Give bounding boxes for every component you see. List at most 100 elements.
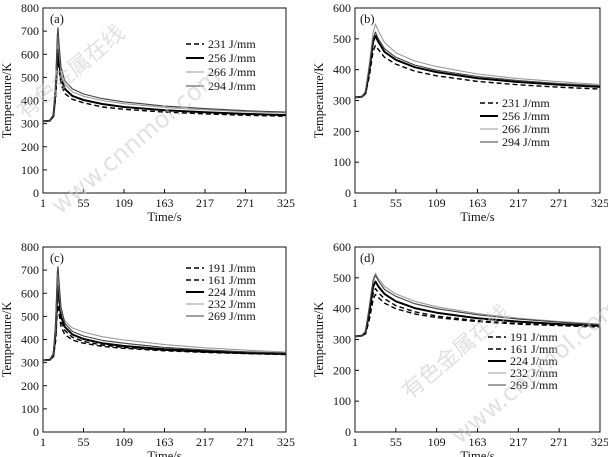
series-line-294-j-mm	[42, 27, 287, 122]
x-tick-label: 1	[40, 196, 46, 210]
y-tick-label: 100	[333, 394, 351, 408]
y-axis-label: Temperature/K	[312, 302, 326, 377]
y-tick-label: 400	[21, 94, 39, 108]
series-line-294-j-mm	[354, 31, 601, 98]
legend-entry: 232 J/mm	[208, 297, 256, 311]
y-tick-label: 200	[333, 124, 351, 138]
chart-panel-c: 0 100 200 300 400 500 600 700 800 1 55 109 163 217 271…	[0, 240, 295, 457]
legend-entry: 231 J/mm	[502, 96, 550, 110]
series-line-231-j-mm	[354, 44, 601, 99]
x-tick-label: 109	[428, 435, 446, 449]
x-tick-label: 109	[115, 196, 133, 210]
legend-entry: 191 J/mm	[208, 261, 256, 275]
y-tick-label: 400	[21, 333, 39, 347]
x-tick-label: 163	[469, 435, 487, 449]
x-axis-label: Time/s	[147, 210, 181, 224]
legend-entry: 269 J/mm	[208, 309, 256, 323]
series-line-256-j-mm	[354, 34, 601, 99]
x-axis-label: Time/s	[460, 210, 494, 224]
legend-entry: 256 J/mm	[208, 51, 256, 65]
x-tick-label: 163	[469, 196, 487, 210]
y-tick-label: 100	[21, 163, 39, 177]
y-tick-label: 500	[21, 309, 39, 323]
watermark-text: www.cnnmol.com	[446, 292, 608, 449]
legend-entry: 269 J/mm	[510, 378, 558, 392]
x-tick-label: 163	[156, 435, 174, 449]
y-tick-label: 200	[21, 140, 39, 154]
series-line-269-j-mm	[42, 266, 287, 361]
y-axis-label: Temperature/K	[0, 302, 14, 377]
y-tick-label: 500	[333, 271, 351, 285]
series-line-161-j-mm	[42, 304, 287, 361]
x-axis-label: Time/s	[147, 449, 181, 457]
chart-panel-d: 0 100 200 300 400 500 600 1 55 109 163 217 271 325 Tim…	[312, 240, 608, 457]
y-tick-label: 0	[33, 425, 39, 439]
legend-entry: 231 J/mm	[208, 37, 256, 51]
x-tick-label: 217	[196, 435, 214, 449]
y-tick-label: 300	[333, 94, 351, 108]
legend-entry: 224 J/mm	[208, 285, 256, 299]
plot-frame	[354, 7, 601, 194]
legend-entry: 294 J/mm	[502, 135, 550, 149]
legend-entry: 232 J/mm	[510, 366, 558, 380]
y-tick-label: 800	[21, 1, 39, 15]
y-tick-label: 400	[333, 302, 351, 316]
x-tick-label: 325	[277, 196, 295, 210]
x-tick-label: 55	[390, 196, 402, 210]
x-tick-label: 1	[352, 196, 358, 210]
y-tick-label: 300	[21, 117, 39, 131]
y-axis-label: Temperature/K	[0, 63, 14, 138]
x-tick-label: 271	[550, 196, 568, 210]
x-tick-label: 109	[428, 196, 446, 210]
panel-label: (d)	[360, 251, 375, 265]
legend-entry: 161 J/mm	[208, 273, 256, 287]
x-tick-label: 55	[390, 435, 402, 449]
x-axis-label: Time/s	[460, 449, 494, 457]
panel-label: (c)	[50, 251, 64, 265]
y-tick-label: 100	[333, 155, 351, 169]
y-tick-label: 400	[333, 63, 351, 77]
legend-entry: 294 J/mm	[208, 79, 256, 93]
x-tick-label: 217	[509, 435, 527, 449]
x-tick-label: 325	[277, 435, 295, 449]
y-tick-label: 0	[345, 186, 351, 200]
y-tick-label: 600	[333, 1, 351, 15]
x-tick-label: 217	[196, 196, 214, 210]
y-tick-label: 200	[21, 379, 39, 393]
x-tick-label: 163	[156, 196, 174, 210]
series-line-269-j-mm	[354, 274, 601, 337]
y-tick-label: 300	[333, 333, 351, 347]
x-tick-label: 271	[237, 196, 255, 210]
x-tick-label: 1	[40, 435, 46, 449]
panel-label: (a)	[50, 12, 64, 26]
legend-entry: 161 J/mm	[510, 342, 558, 356]
y-tick-label: 600	[21, 47, 39, 61]
x-tick-label: 1	[352, 435, 358, 449]
x-tick-label: 55	[78, 196, 90, 210]
y-tick-label: 700	[21, 263, 39, 277]
y-tick-label: 0	[345, 425, 351, 439]
y-tick-label: 500	[333, 32, 351, 46]
x-tick-label: 271	[550, 435, 568, 449]
x-tick-label: 271	[237, 435, 255, 449]
y-tick-label: 500	[21, 70, 39, 84]
chart-panel-b: 0 100 200 300 400 500 600 1 55 109 163 217 271 325 Tim…	[312, 1, 608, 224]
x-tick-label: 325	[591, 196, 608, 210]
legend-entry: 224 J/mm	[510, 354, 558, 368]
y-axis-label: Temperature/K	[312, 63, 326, 138]
x-tick-label: 217	[509, 196, 527, 210]
y-tick-label: 100	[21, 402, 39, 416]
y-tick-label: 200	[333, 363, 351, 377]
x-tick-label: 109	[115, 435, 133, 449]
y-tick-label: 700	[21, 24, 39, 38]
legend-entry: 266 J/mm	[502, 122, 550, 136]
legend-entry: 266 J/mm	[208, 65, 256, 79]
y-tick-label: 300	[21, 356, 39, 370]
